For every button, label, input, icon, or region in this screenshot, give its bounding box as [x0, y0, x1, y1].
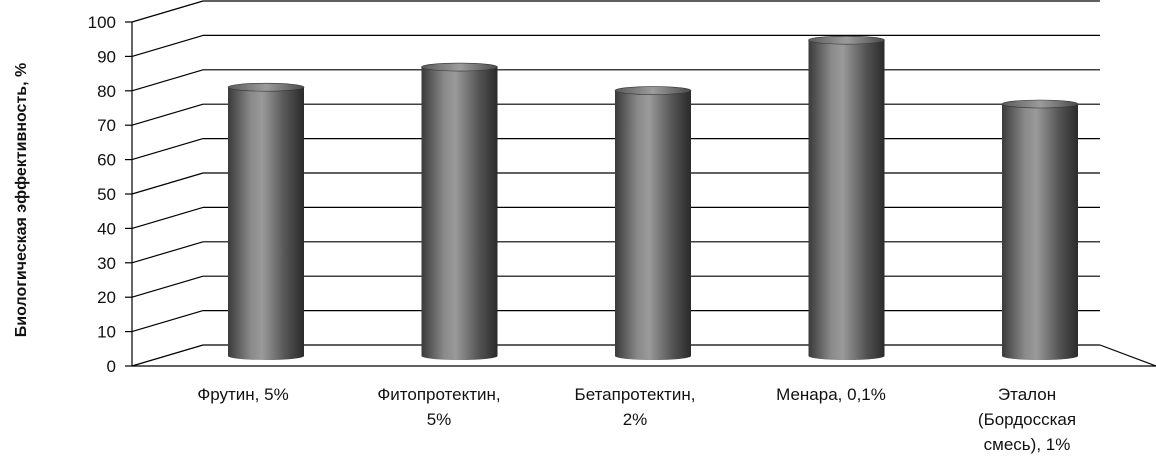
- bars: [227, 35, 1079, 360]
- y-tick-label: 70: [97, 116, 116, 135]
- floor-right-edge: [1099, 344, 1156, 367]
- bar-body: [228, 87, 304, 356]
- gridline-side: [131, 172, 204, 195]
- bar-top: [808, 35, 885, 45]
- bar-top: [1001, 99, 1079, 109]
- bar-top: [614, 86, 692, 95]
- gridline-side: [131, 0, 204, 23]
- y-tick-label: 80: [97, 82, 116, 101]
- bar: [227, 82, 305, 360]
- bar-base: [808, 352, 885, 360]
- x-tick-label-line: 5%: [427, 410, 452, 429]
- bar-base: [228, 352, 304, 360]
- bar: [1001, 99, 1079, 360]
- x-tick-label: Фрутин, 5%: [197, 385, 288, 404]
- x-tick-label-line: Менара, 0,1%: [776, 385, 886, 404]
- x-tick-label-line: (Бордосская: [978, 410, 1076, 429]
- bar: [614, 86, 692, 360]
- bar-top: [421, 62, 498, 72]
- bar-body: [421, 67, 498, 356]
- x-tick-label: Бетапротектин, 2%: [575, 385, 696, 429]
- y-tick-label: 60: [97, 151, 116, 170]
- x-tick-label-line: Бетапротектин,: [575, 385, 696, 404]
- y-tick-labels: 0 10 20 30 40 50 60 70 80 90 100: [88, 13, 116, 376]
- bar-body: [1002, 104, 1078, 356]
- bar-body: [615, 90, 691, 356]
- y-tick-label: 0: [107, 357, 116, 376]
- x-tick-label-line: 2%: [623, 410, 648, 429]
- y-tick-label: 100: [88, 13, 116, 32]
- floor-left-edge: [131, 344, 204, 367]
- x-tick-label-line: Фитопротектин,: [377, 385, 500, 404]
- x-tick-label-line: Эталон: [998, 385, 1056, 404]
- y-tick-label: 90: [97, 47, 116, 66]
- x-tick-label: Фитопротектин, 5%: [377, 385, 500, 429]
- gridline-side: [131, 103, 204, 126]
- bar-base: [1002, 352, 1078, 360]
- x-tick-label: Эталон (Бордосская смесь), 1%: [978, 385, 1076, 454]
- y-axis-label: Биологическая эффективность, %: [13, 63, 30, 337]
- gridline-side: [131, 138, 204, 161]
- bar-base: [615, 352, 691, 360]
- gridline-side: [131, 275, 204, 298]
- bar-body: [808, 40, 885, 356]
- gridline-side: [131, 69, 204, 92]
- bar-base: [421, 352, 498, 360]
- bar: [421, 62, 498, 360]
- x-tick-labels: Фрутин, 5% Фитопротектин, 5% Бетапротектин,…: [197, 385, 1076, 454]
- gridline-side: [131, 206, 204, 229]
- gridline-side: [131, 34, 204, 57]
- y-tick-label: 30: [97, 254, 116, 273]
- y-tick-label: 50: [97, 185, 116, 204]
- axes: [125, 21, 1156, 367]
- y-tick-label: 10: [97, 323, 116, 342]
- x-tick-label-line: смесь), 1%: [984, 435, 1071, 454]
- bar: [808, 35, 885, 360]
- x-tick-label-line: Фрутин, 5%: [197, 385, 288, 404]
- gridline-side: [131, 241, 204, 264]
- x-tick-label: Менара, 0,1%: [776, 385, 886, 404]
- y-tick-label: 40: [97, 219, 116, 238]
- bar-top: [227, 82, 305, 92]
- gridline-side: [131, 310, 204, 333]
- y-tick-label: 20: [97, 288, 116, 307]
